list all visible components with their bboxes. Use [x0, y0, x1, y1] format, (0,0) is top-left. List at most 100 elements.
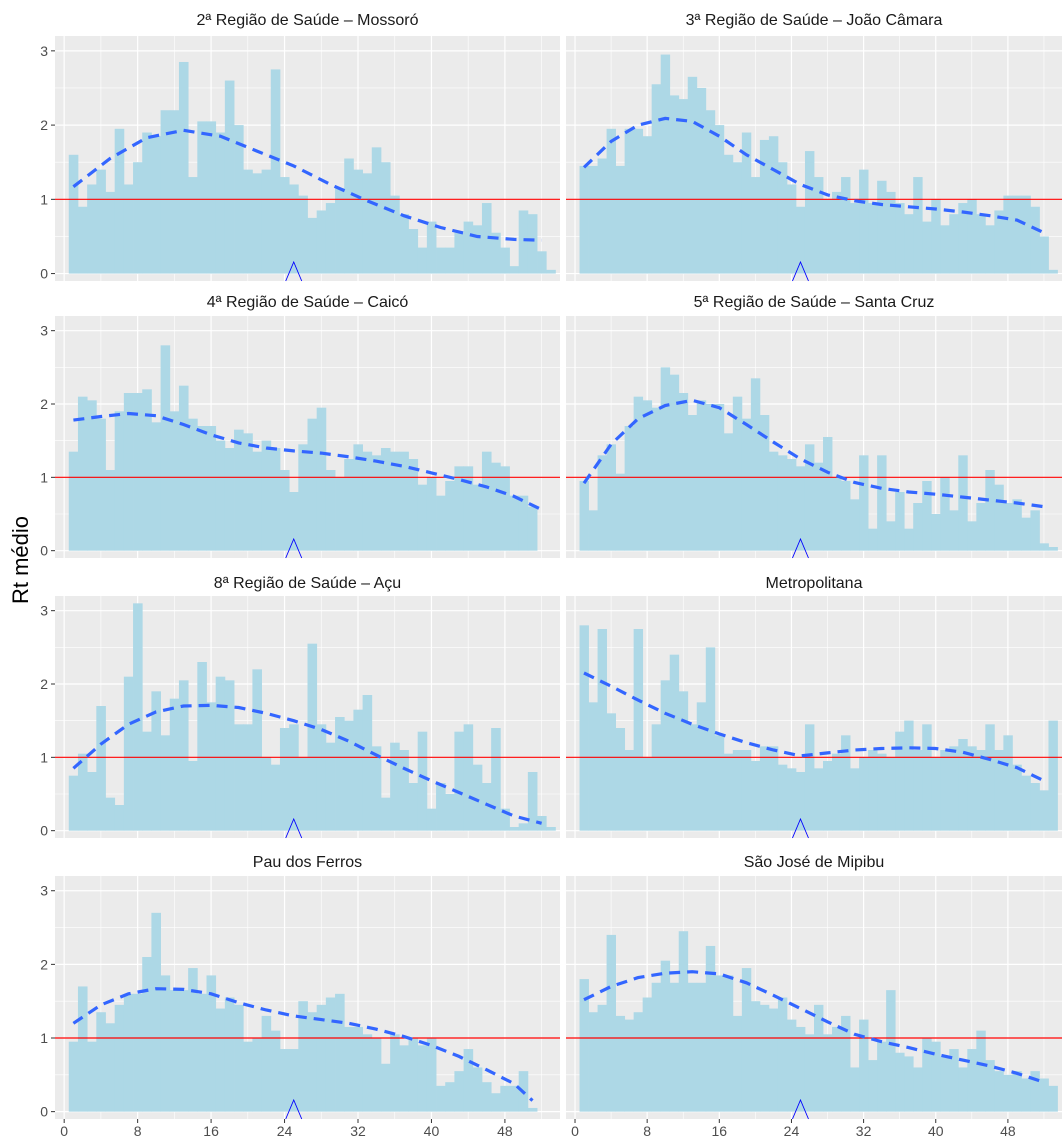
bar	[243, 169, 253, 274]
bar	[976, 503, 986, 551]
bar	[68, 154, 79, 274]
bar	[642, 997, 653, 1112]
bar	[224, 680, 235, 831]
bar	[795, 206, 806, 274]
bar	[832, 753, 842, 831]
bar	[1039, 790, 1049, 831]
bar	[518, 823, 529, 831]
bar	[922, 1038, 932, 1112]
bar	[850, 768, 860, 831]
bar	[579, 481, 589, 551]
bar	[705, 945, 716, 1112]
bar	[509, 495, 520, 551]
bar	[741, 418, 752, 551]
x-tick-label: 32	[856, 1123, 872, 1138]
bar	[77, 986, 88, 1112]
bar	[491, 462, 501, 551]
bar	[931, 1041, 941, 1112]
bar	[105, 191, 116, 274]
bar	[624, 128, 635, 274]
bar	[1030, 783, 1040, 831]
bar	[750, 761, 761, 831]
bar	[804, 444, 815, 551]
bar	[678, 691, 689, 831]
bar	[814, 768, 824, 831]
bar	[859, 455, 869, 551]
bar	[1021, 195, 1031, 274]
bar	[967, 199, 977, 274]
bar	[859, 1019, 869, 1112]
bar	[1030, 1071, 1040, 1112]
bar	[750, 378, 761, 551]
bar	[832, 191, 842, 274]
bar	[958, 455, 968, 551]
bar	[1003, 503, 1013, 551]
bar	[87, 400, 97, 551]
y-axis-title: Rt médio	[8, 516, 33, 604]
trend-line	[73, 411, 543, 512]
bar	[215, 1008, 226, 1112]
bar	[178, 990, 189, 1112]
bar	[723, 154, 734, 274]
facet-panel: 2ª Região de Saúde – Mossoró 0 1 2 3	[40, 2, 560, 282]
bar	[976, 1030, 986, 1112]
bar	[804, 1034, 815, 1112]
y-tick-label: 3	[40, 323, 48, 339]
x-tick-label: 16	[712, 1123, 728, 1138]
bar	[316, 1004, 327, 1112]
bar	[759, 415, 770, 551]
bar	[795, 466, 806, 551]
bar	[859, 757, 869, 831]
bar	[325, 470, 336, 551]
bar	[151, 912, 161, 1112]
facet-panel: 8ª Região de Saúde – Açu 0 1 2 3	[40, 568, 560, 839]
bar	[546, 269, 556, 274]
bar	[814, 177, 824, 274]
bar	[588, 1012, 598, 1112]
bar	[426, 477, 437, 551]
bar	[678, 931, 689, 1112]
bar	[298, 1001, 308, 1112]
bar	[714, 975, 725, 1112]
bar	[491, 728, 501, 831]
bar	[270, 448, 281, 551]
bar	[491, 1093, 501, 1112]
bar	[197, 662, 207, 831]
bar	[615, 1015, 626, 1112]
panel-strip	[566, 846, 1062, 876]
panel-title: 2ª Região de Saúde – Mossoró	[196, 12, 418, 29]
bar	[390, 195, 400, 274]
bar	[886, 191, 896, 274]
bar	[105, 797, 116, 831]
bar	[588, 510, 598, 551]
bar	[380, 1063, 391, 1112]
x-tick-label: 0	[571, 1123, 579, 1138]
bar	[1012, 764, 1022, 831]
bar	[289, 492, 299, 551]
bar	[606, 128, 616, 274]
bar	[454, 232, 464, 274]
bar	[633, 396, 644, 551]
bar	[454, 1071, 464, 1112]
bar	[687, 415, 698, 551]
bar	[518, 210, 529, 274]
bar	[777, 764, 788, 831]
bar	[705, 110, 716, 274]
bar	[114, 411, 125, 551]
x-tick-label: 48	[497, 1123, 513, 1138]
bar	[234, 724, 244, 831]
panels-layer: 2ª Região de Saúde – Mossoró 0 1 2 3 3ª Regiã…	[40, 2, 1062, 1138]
bar	[234, 429, 244, 551]
bar	[344, 459, 354, 551]
bar	[243, 433, 253, 551]
bar	[967, 1049, 977, 1112]
bar	[114, 805, 125, 831]
bar	[160, 735, 171, 831]
bar	[463, 221, 474, 274]
bar	[96, 706, 106, 831]
bar	[252, 669, 262, 831]
bar	[940, 225, 950, 274]
bar	[949, 746, 959, 831]
facet-panel: São José de Mipibu 0 8 16 24 32 40 48	[566, 846, 1062, 1138]
bar	[316, 407, 327, 551]
